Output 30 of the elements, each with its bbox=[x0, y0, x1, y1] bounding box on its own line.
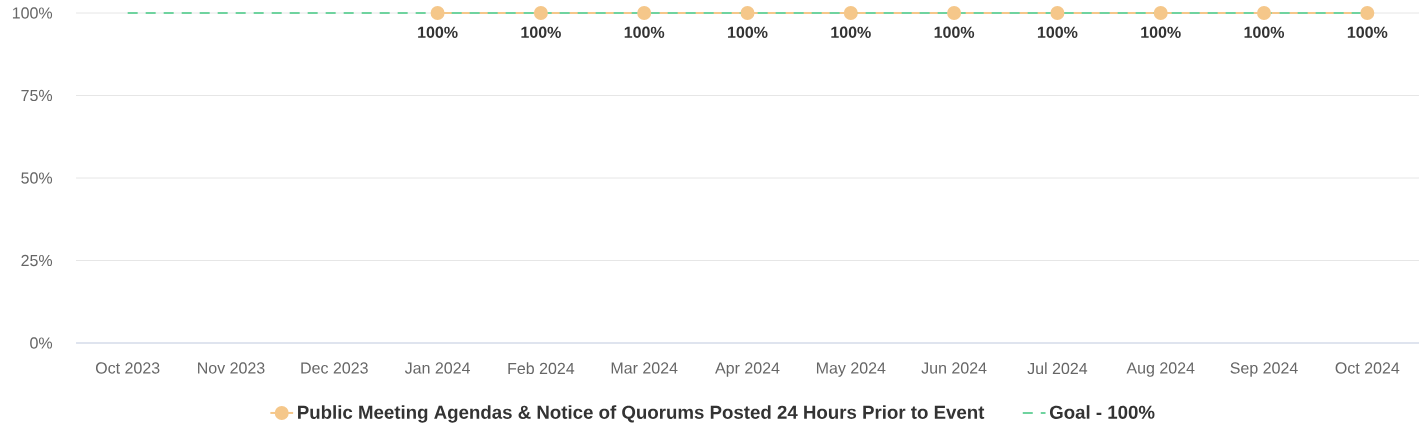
data-label: 100% bbox=[728, 26, 768, 38]
x-tick-label: Jul 2024 bbox=[1027, 362, 1088, 375]
x-tick-label: Sep 2024 bbox=[1230, 362, 1298, 377]
x-tick-label: Jun 2024 bbox=[921, 362, 987, 374]
x-tick-label: Apr 2024 bbox=[715, 362, 780, 377]
x-tick-label: Mar 2024 bbox=[611, 362, 678, 374]
data-label: 100% bbox=[934, 26, 975, 38]
data-label: 100% bbox=[1244, 26, 1285, 38]
data-label: 100% bbox=[831, 26, 871, 38]
y-tick-label: 100% bbox=[12, 7, 53, 19]
y-tick-label: 50% bbox=[21, 172, 53, 184]
y-tick-label: 75% bbox=[21, 89, 53, 102]
y-tick-label: 0% bbox=[30, 337, 53, 349]
x-tick-label: Nov 2023 bbox=[198, 362, 265, 374]
x-tick-label: Feb 2024 bbox=[508, 362, 575, 375]
legend-label: Goal - 100% bbox=[1049, 405, 1155, 419]
data-label: 100% bbox=[521, 26, 561, 38]
data-label: 100% bbox=[1347, 26, 1388, 38]
x-tick-label: Aug 2024 bbox=[1126, 362, 1195, 377]
data-label: 100% bbox=[624, 26, 665, 38]
x-tick-label: Jan 2024 bbox=[404, 362, 471, 374]
x-tick-label: Oct 2023 bbox=[95, 362, 160, 374]
legend-label: Public Meeting Agendas & Notice of Quorums Posted 24 Hours Prior to Event bbox=[298, 405, 985, 423]
data-label: 100% bbox=[418, 26, 458, 38]
data-label: 100% bbox=[1037, 26, 1078, 38]
x-tick-label: Oct 2024 bbox=[1335, 362, 1400, 374]
data-label: 100% bbox=[1141, 26, 1181, 38]
y-tick-label: 25% bbox=[21, 254, 53, 267]
x-tick-label: Dec 2023 bbox=[301, 362, 368, 374]
x-tick-label: May 2024 bbox=[816, 362, 886, 377]
